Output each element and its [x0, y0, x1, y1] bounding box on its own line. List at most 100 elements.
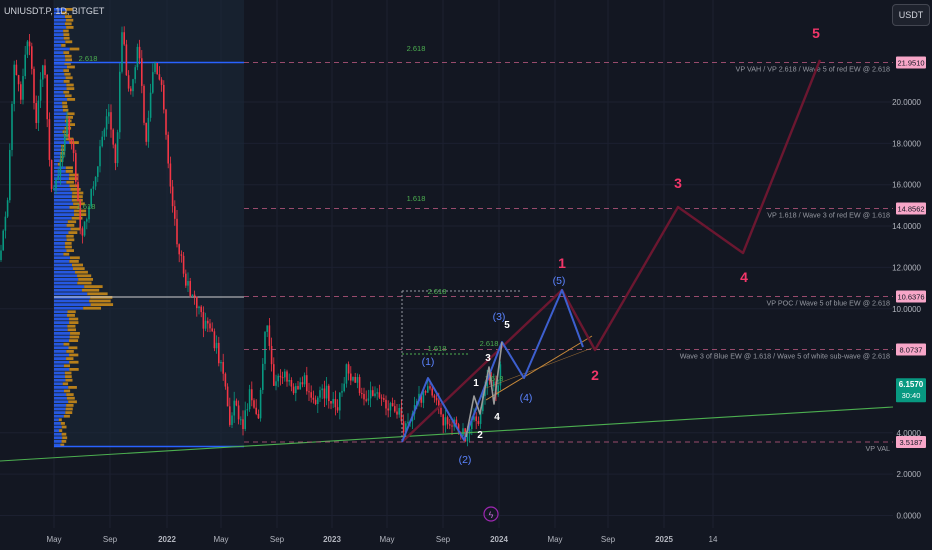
vp-bar-down [66, 234, 74, 238]
vp-bar-up [54, 310, 68, 314]
vp-bar-down [61, 44, 66, 47]
vp-bar-up [54, 422, 61, 425]
candle-body [218, 342, 220, 364]
vp-bar-down [62, 436, 68, 440]
candle-body [31, 46, 33, 69]
vp-bar-down [63, 69, 69, 72]
candle-body [240, 419, 242, 421]
candle-body [306, 375, 308, 392]
candle-body [42, 65, 44, 80]
time-label: Sep [436, 535, 451, 544]
time-label: Sep [601, 535, 616, 544]
vp-bar-down [65, 8, 73, 11]
candle-body [323, 388, 326, 399]
candle-body [158, 74, 161, 80]
vp-bar-up [54, 371, 65, 375]
vp-bar-up [54, 159, 60, 162]
candle-body [57, 176, 59, 180]
candle-body [79, 201, 81, 229]
candle-body [457, 424, 460, 433]
candle-body [380, 397, 383, 399]
current-price-label: 6.1570 30:40 [896, 378, 926, 403]
candle-body [77, 181, 79, 202]
candle-body [17, 75, 20, 85]
candle-body [345, 364, 348, 384]
vp-bar-up [54, 72, 65, 76]
drawing-overlays: VP VAH / VP 2.618 / Wave 5 of red EW @ 2… [0, 25, 894, 522]
level-annotation: VP POC / Wave 5 of blue EW @ 2.618 [766, 299, 890, 308]
vp-bar-up [54, 11, 63, 15]
candle-body [4, 216, 7, 231]
time-label: 2025 [655, 535, 673, 544]
candle-body [328, 385, 330, 402]
vp-bar-up [54, 83, 67, 87]
candle-body [378, 392, 381, 398]
candle-body [86, 219, 88, 222]
vp-bar-down [69, 335, 80, 339]
candle-body [189, 281, 191, 297]
vp-bar-down [77, 274, 92, 278]
candle-body [127, 75, 130, 89]
candle-body [347, 364, 350, 374]
grid [0, 0, 893, 528]
vp-bar-up [54, 152, 61, 155]
currency-button[interactable]: USDT [892, 4, 930, 26]
candle-body [466, 434, 469, 442]
candle-body [385, 399, 387, 409]
vp-bar-up [54, 274, 78, 278]
candle-body [211, 328, 213, 332]
candle-body [286, 371, 288, 382]
vp-bar-up [54, 80, 64, 83]
blue-wave-label: (4) [520, 392, 533, 404]
vp-bar-up [54, 141, 70, 144]
vp-bar-down [65, 378, 73, 382]
vp-bar-up [54, 22, 65, 26]
vp-bar-up [54, 270, 76, 274]
flash-icon-ring [483, 506, 499, 522]
candle-body [174, 206, 176, 219]
level-price-label: 21.9510 [896, 56, 926, 69]
vp-bar-down [63, 29, 69, 33]
vp-bar-down [78, 278, 93, 281]
candle-body [449, 424, 451, 426]
candle-body [112, 129, 114, 145]
vp-bar-up [54, 425, 62, 429]
candle-body [64, 135, 66, 151]
candle-body [0, 250, 2, 260]
current-price-value: 6.1570 [899, 380, 924, 389]
time-label: May [213, 535, 228, 544]
vp-bar-up [54, 90, 64, 94]
candle-body [149, 92, 152, 118]
vp-bar-down [69, 184, 80, 188]
candle-body [451, 425, 453, 427]
candle-body [220, 362, 222, 364]
vp-bar-up [54, 209, 74, 213]
candle-body [317, 397, 319, 405]
candle-body [422, 391, 425, 403]
vp-bar-down [66, 65, 75, 69]
vp-bar-down [68, 386, 77, 389]
candle-body [354, 376, 356, 383]
candle-body [123, 32, 125, 45]
vp-bar-up [54, 224, 67, 227]
candle-body [440, 407, 442, 415]
vp-bar-down [65, 58, 73, 62]
candle-body [138, 46, 141, 59]
candle-body [136, 46, 139, 68]
vp-bar-up [54, 216, 72, 220]
blue-fib-label: 2.618 [480, 339, 499, 348]
vp-bar-down [69, 260, 79, 263]
price-tick: 14.0000 [892, 222, 921, 231]
candle-body [24, 54, 26, 77]
candle-body [251, 389, 253, 401]
level-price-label: 8.0737 [896, 343, 926, 356]
vp-bar-up [54, 411, 66, 414]
vp-bar-up [54, 29, 64, 33]
vp-bar-up [54, 195, 72, 198]
vp-bar-down [69, 47, 80, 51]
candle-body [471, 420, 473, 430]
candle-body [391, 403, 394, 407]
vp-bar-up [54, 123, 68, 126]
vp-bar-up [54, 94, 65, 98]
